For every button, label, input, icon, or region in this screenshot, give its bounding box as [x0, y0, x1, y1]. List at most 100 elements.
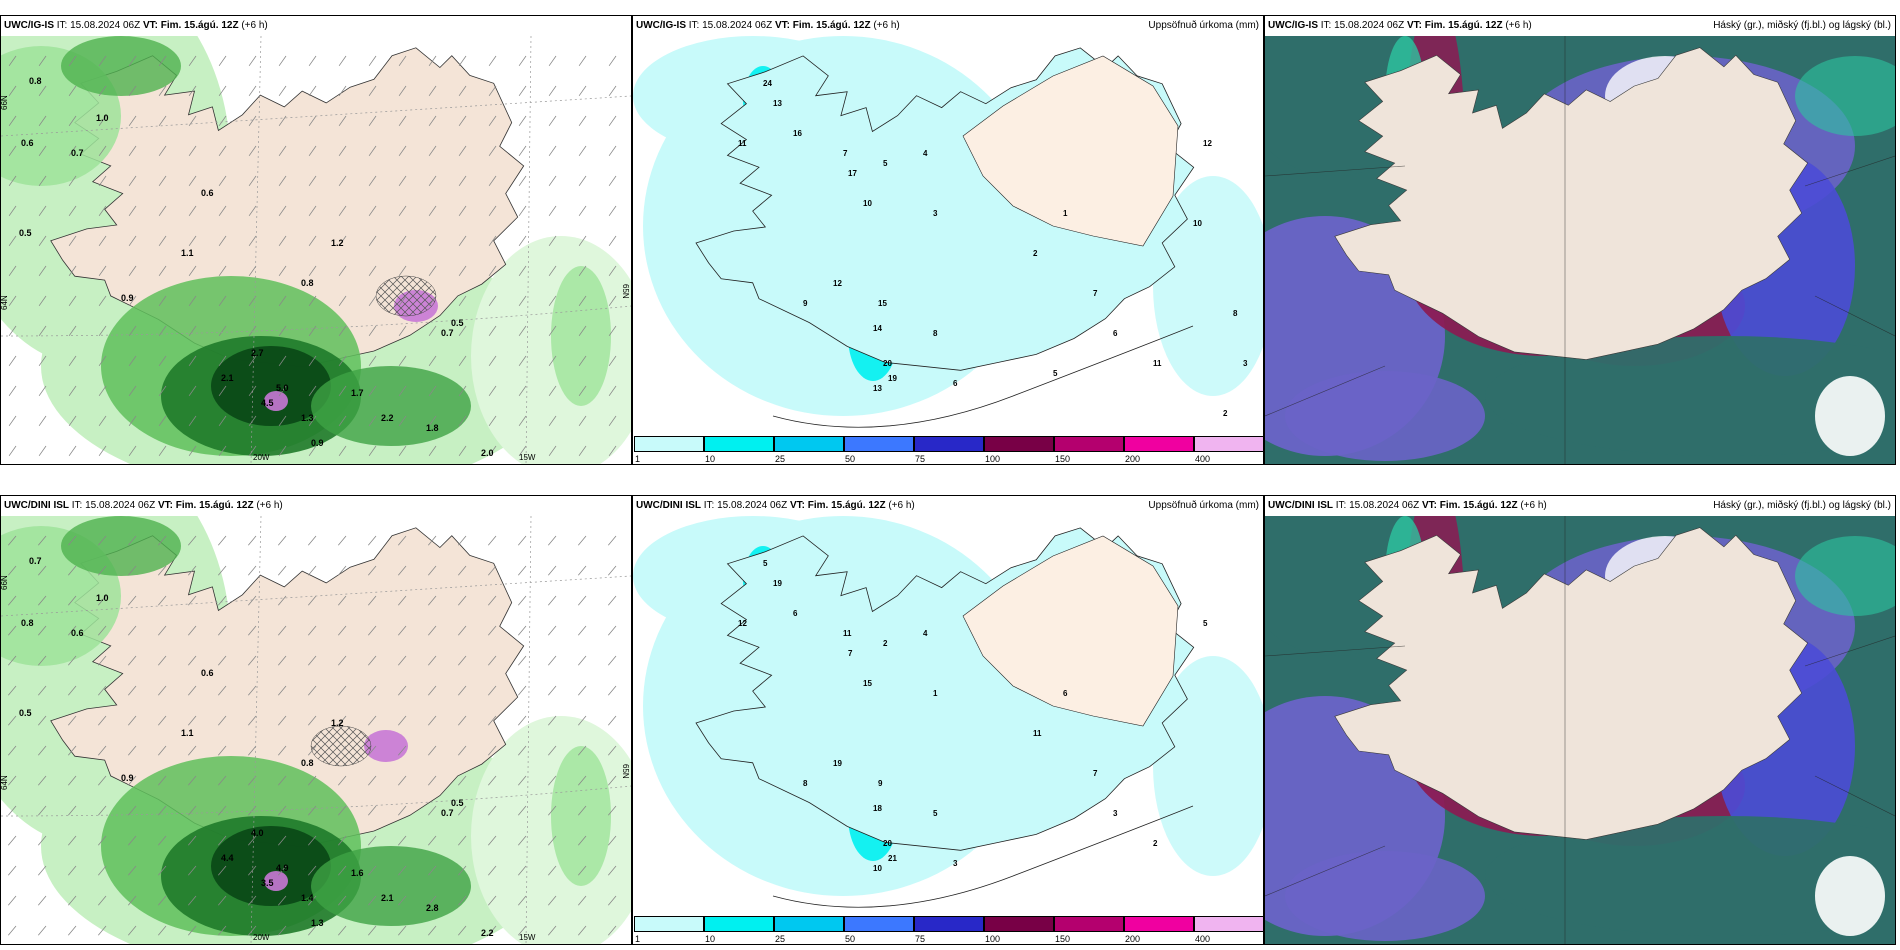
- wind-barb: [308, 385, 317, 397]
- map-cloud-dini[interactable]: [1265, 516, 1895, 944]
- grid-line: [1804, 155, 1895, 187]
- wind-barb: [308, 325, 317, 337]
- wind-barb: [188, 55, 197, 67]
- wind-barb: [217, 715, 227, 726]
- wind-barb: [127, 805, 137, 816]
- precip-value: 18: [873, 804, 882, 813]
- precip-value: 20: [883, 359, 892, 368]
- wind-barb: [427, 535, 437, 546]
- wind-barb: [277, 775, 287, 786]
- precip-value: 24: [763, 79, 772, 88]
- glacier-hatch: [310, 725, 372, 767]
- wind-barb: [8, 415, 17, 427]
- map-precip-ig-is[interactable]: 2416131171710121420191315986543217611121…: [633, 36, 1263, 434]
- coastline-south: [772, 805, 1194, 908]
- grid-label-15w: 15W: [519, 933, 536, 942]
- wind-barb: [68, 445, 77, 457]
- map-cloud-ig-is[interactable]: [1265, 36, 1895, 464]
- wind-barb: [247, 835, 257, 846]
- colorbar-segment: [984, 916, 1054, 932]
- wind-barb: [218, 415, 227, 427]
- wind-barb: [127, 565, 137, 576]
- wind-barb: [217, 595, 227, 606]
- colorbar-label: 50: [845, 934, 856, 944]
- wind-barb: [547, 775, 557, 786]
- wind-barb: [608, 175, 617, 187]
- wind-barb: [338, 355, 347, 367]
- wind-barb: [127, 745, 137, 756]
- wind-barb: [38, 145, 47, 157]
- map-wind-dini[interactable]: 20W 15W 66N 64N 65N 0.7 0.8 0.6 1.0 0.5 0.9 4.4 4.93…: [1, 516, 631, 944]
- wind-barb: [367, 625, 377, 636]
- wind-barb: [247, 805, 257, 816]
- wind-barb: [368, 115, 377, 127]
- wind-barb: [427, 775, 437, 786]
- wind-barb: [98, 145, 107, 157]
- colorbar-segment: [774, 916, 844, 932]
- wind-barb: [488, 415, 497, 427]
- wind-barb: [518, 205, 527, 217]
- wind-barb: [277, 625, 287, 636]
- wind-barb: [278, 385, 287, 397]
- wind-barb: [457, 775, 467, 786]
- wind-barb: [158, 415, 167, 427]
- wind-barb: [97, 745, 107, 756]
- wind-barb: [367, 565, 377, 576]
- wind-barb: [277, 655, 287, 666]
- wind-barb: [427, 595, 437, 606]
- wind-barb: [578, 235, 587, 247]
- wind-barb: [547, 895, 557, 906]
- wind-barbs: [7, 535, 617, 936]
- wind-barb: [457, 925, 467, 936]
- wind-barb: [278, 415, 287, 427]
- wind-barb: [428, 385, 437, 397]
- wind-barb: [548, 415, 557, 427]
- wind-barb: [397, 625, 407, 636]
- clear-sky: [1815, 376, 1885, 456]
- wind-barb: [7, 745, 17, 756]
- wind-barb: [307, 775, 317, 786]
- colorbar-segment: [844, 436, 914, 452]
- wind-barb: [337, 685, 347, 696]
- map-wind-ig-is[interactable]: 20W 15W 66N 64N 65N 0.8 0.6 0.7 1.0 0.5 0.9 2.1 5.04…: [1, 36, 631, 464]
- wind-barb: [67, 805, 77, 816]
- wind-barb: [127, 895, 137, 906]
- precip-value: 7: [1093, 769, 1098, 778]
- precip-value: 19: [833, 759, 842, 768]
- wind-barb: [187, 925, 197, 936]
- vt-label: VT:: [157, 500, 173, 511]
- wind-barb: [397, 715, 407, 726]
- gust-area: [311, 366, 471, 446]
- wind-barb: [218, 145, 227, 157]
- wind-barb: [488, 55, 497, 67]
- gust-value: 1.2: [331, 238, 344, 248]
- wind-barb: [487, 655, 497, 666]
- precip-value: 20: [883, 839, 892, 848]
- wind-barb: [218, 55, 227, 67]
- wind-barb: [397, 775, 407, 786]
- colorbar-segment: [914, 436, 984, 452]
- wind-barb: [98, 55, 107, 67]
- wind-barb: [368, 265, 377, 277]
- wind-barb: [8, 55, 17, 67]
- gust-value: 0.8: [301, 758, 314, 768]
- wind-barb: [398, 175, 407, 187]
- wind-barb: [248, 445, 257, 457]
- wind-barb: [98, 115, 107, 127]
- wind-barb: [307, 925, 317, 936]
- wind-barb: [158, 115, 167, 127]
- wind-barb: [278, 55, 287, 67]
- wind-barb: [337, 745, 347, 756]
- wind-barb: [517, 655, 527, 666]
- wind-barb: [98, 295, 107, 307]
- wind-barb: [248, 265, 257, 277]
- wind-barb: [428, 115, 437, 127]
- precip-value: 2: [1153, 839, 1158, 848]
- precip-value: 12: [1203, 139, 1212, 148]
- gust-value: 4.4: [221, 853, 234, 863]
- precip-value: 1: [933, 689, 938, 698]
- wind-barb: [368, 385, 377, 397]
- wind-barb: [67, 565, 77, 576]
- wind-barb: [427, 745, 437, 756]
